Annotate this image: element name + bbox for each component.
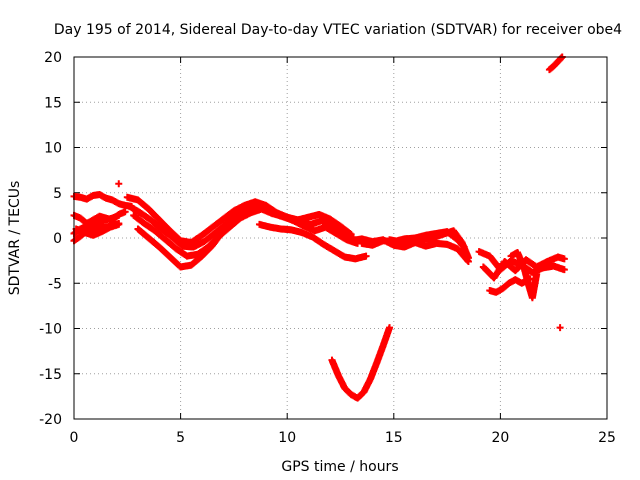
chart-title: Day 195 of 2014, Sidereal Day-to-day VTE… (54, 22, 622, 38)
data-point (121, 208, 129, 216)
y-tick-label: 10 (44, 141, 62, 157)
x-tick-label: 20 (491, 430, 509, 446)
series-arc-1 (70, 191, 136, 210)
series-arc-13 (386, 227, 472, 262)
y-tick-label: -5 (48, 276, 62, 292)
y-tick-label: 15 (44, 95, 62, 111)
data-point (560, 255, 568, 263)
y-tick-label: 0 (53, 231, 62, 247)
y-axis-label: SDTVAR / TECUs (7, 181, 23, 296)
data-point (115, 180, 123, 188)
x-tick-label: 10 (278, 430, 296, 446)
data-point (386, 324, 394, 332)
y-tick-label: -15 (39, 367, 62, 383)
data-point (560, 266, 568, 274)
series-arc-10 (255, 220, 370, 263)
series-arc-19 (545, 53, 566, 74)
plot-frame (73, 56, 608, 420)
series-arc-5 (72, 220, 123, 239)
data-marks (70, 53, 568, 402)
series-arc-18 (507, 248, 541, 302)
data-point (251, 204, 259, 212)
data-point (464, 254, 472, 262)
series-outlier-2 (556, 324, 564, 332)
y-tick-label: 20 (44, 50, 62, 66)
x-tick-label: 25 (598, 430, 616, 446)
data-point (115, 220, 123, 228)
data-point (533, 270, 541, 278)
series-outlier-1 (115, 180, 123, 188)
data-point (115, 211, 123, 219)
axis-tick-labels: 0 5 10 15 20 25 -20 -15 -10 -5 0 5 10 15 20 (39, 50, 616, 446)
series-arc-14 (328, 324, 394, 402)
series-arc-9 (134, 204, 259, 271)
y-tick-label: 5 (53, 186, 62, 202)
series-arc-16 (479, 253, 568, 282)
x-tick-label: 0 (70, 430, 79, 446)
data-point (556, 324, 564, 332)
x-tick-label: 15 (385, 430, 403, 446)
y-tick-label: -20 (39, 412, 62, 428)
x-tick-label: 5 (176, 430, 185, 446)
x-axis-label: GPS time / hours (281, 459, 398, 475)
data-point (362, 252, 370, 260)
y-tick-label: -10 (39, 322, 62, 338)
